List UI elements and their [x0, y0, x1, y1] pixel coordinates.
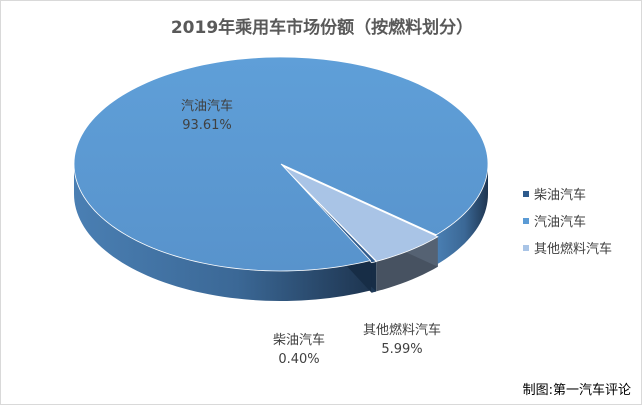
pie-slice-0 — [282, 165, 439, 262]
data-label-name: 汽油汽车 — [181, 99, 234, 114]
legend-item-0: 柴油汽车 — [523, 180, 612, 207]
chart-title: 2019年乘用车市场份额（按燃料划分） — [170, 18, 474, 38]
legend-label: 汽油汽车 — [534, 215, 587, 230]
legend-swatch — [523, 190, 529, 197]
legend-label: 柴油汽车 — [534, 188, 587, 203]
data-label-value: 5.99% — [381, 342, 423, 357]
data-label-2: 其他燃料汽车 5.99% — [363, 321, 441, 359]
legend-swatch — [523, 244, 529, 251]
pie-slice-2 — [73, 56, 489, 272]
data-label-1: 汽油汽车 93.61% — [181, 97, 233, 135]
legend: 柴油汽车汽油汽车其他燃料汽车 — [523, 180, 612, 261]
data-label-name: 其他燃料汽车 — [363, 323, 442, 338]
legend-item-1: 汽油汽车 — [523, 207, 612, 234]
legend-item-2: 其他燃料汽车 — [523, 234, 612, 261]
pie-rim-2-0 — [74, 164, 371, 301]
data-label-value: 93.61% — [182, 118, 232, 133]
pie-rim-2-1 — [436, 164, 488, 265]
data-label-value: 0.40% — [278, 352, 320, 367]
legend-swatch — [523, 217, 529, 224]
legend-label: 其他燃料汽车 — [534, 242, 613, 257]
data-label-0: 柴油汽车 0.40% — [273, 331, 325, 369]
data-label-name: 柴油汽车 — [273, 333, 326, 348]
credit-text: 制图:第一汽车评论 — [522, 383, 631, 398]
